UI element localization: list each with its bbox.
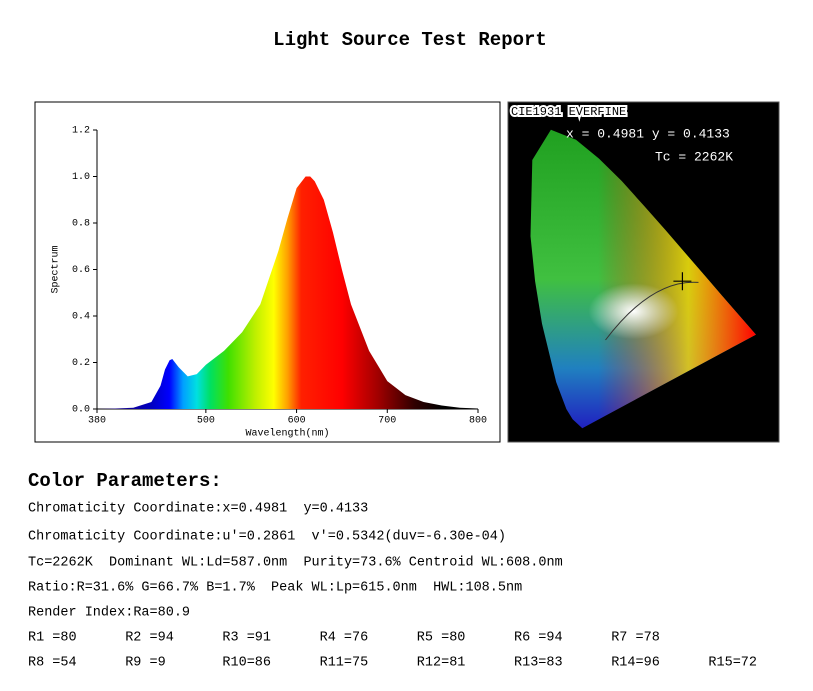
render-index: R6 =94 [514,631,563,646]
cie-tc: Tc = 2262K [655,149,733,164]
spectrum-area [97,176,478,409]
y-tick-label: 0.8 [72,219,90,230]
render-index: R2 =94 [125,631,174,646]
parameter-line: Chromaticity Coordinate:u'=0.2861 v'=0.5… [28,530,506,545]
parameter-line: Chromaticity Coordinate:x=0.4981 y=0.413… [28,502,368,517]
x-tick-label: 800 [469,416,487,427]
section-heading: Color Parameters: [28,470,222,492]
cie-title: CIE1931 EVERFINE [511,105,626,119]
parameter-line: Ratio:R=31.6% G=66.7% B=1.7% Peak WL:Lp=… [28,581,522,596]
x-tick-label: 500 [197,416,215,427]
x-tick-label: 700 [378,416,396,427]
cie-coordinates: x = 0.4981 y = 0.4133 [566,126,730,141]
render-index: R7 =78 [611,631,660,646]
render-index: R15=72 [708,656,757,671]
parameter-line: Render Index:Ra=80.9 [28,606,190,621]
render-index: R11=75 [320,656,369,671]
title: Light Source Test Report [273,29,547,51]
cie-white [588,283,679,340]
x-axis-label: Wavelength(nm) [245,428,329,440]
x-tick-label: 380 [88,416,106,427]
render-index: R14=96 [611,656,660,671]
y-tick-label: 0.6 [72,265,90,276]
x-tick-label: 600 [288,416,306,427]
y-tick-label: 1.2 [72,126,90,137]
render-index: R1 =80 [28,631,77,646]
render-index: R8 =54 [28,656,77,671]
y-tick-label: 0.0 [72,405,90,416]
render-index: R13=83 [514,656,563,671]
render-index: R12=81 [417,656,466,671]
render-index: R9 =9 [125,656,166,671]
render-index: R4 =76 [320,631,369,646]
y-tick-label: 0.2 [72,358,90,369]
cie-planckian [605,281,699,341]
render-index: R10=86 [222,656,271,671]
render-index: R5 =80 [417,631,466,646]
y-axis-label: Spectrum [51,245,62,293]
y-tick-label: 1.0 [72,172,90,183]
cie-marker [673,272,692,291]
cie-locus-warm [530,129,756,429]
render-index: R3 =91 [222,631,271,646]
parameter-line: Tc=2262K Dominant WL:Ld=587.0nm Purity=7… [28,556,563,571]
y-tick-label: 0.4 [72,312,90,323]
